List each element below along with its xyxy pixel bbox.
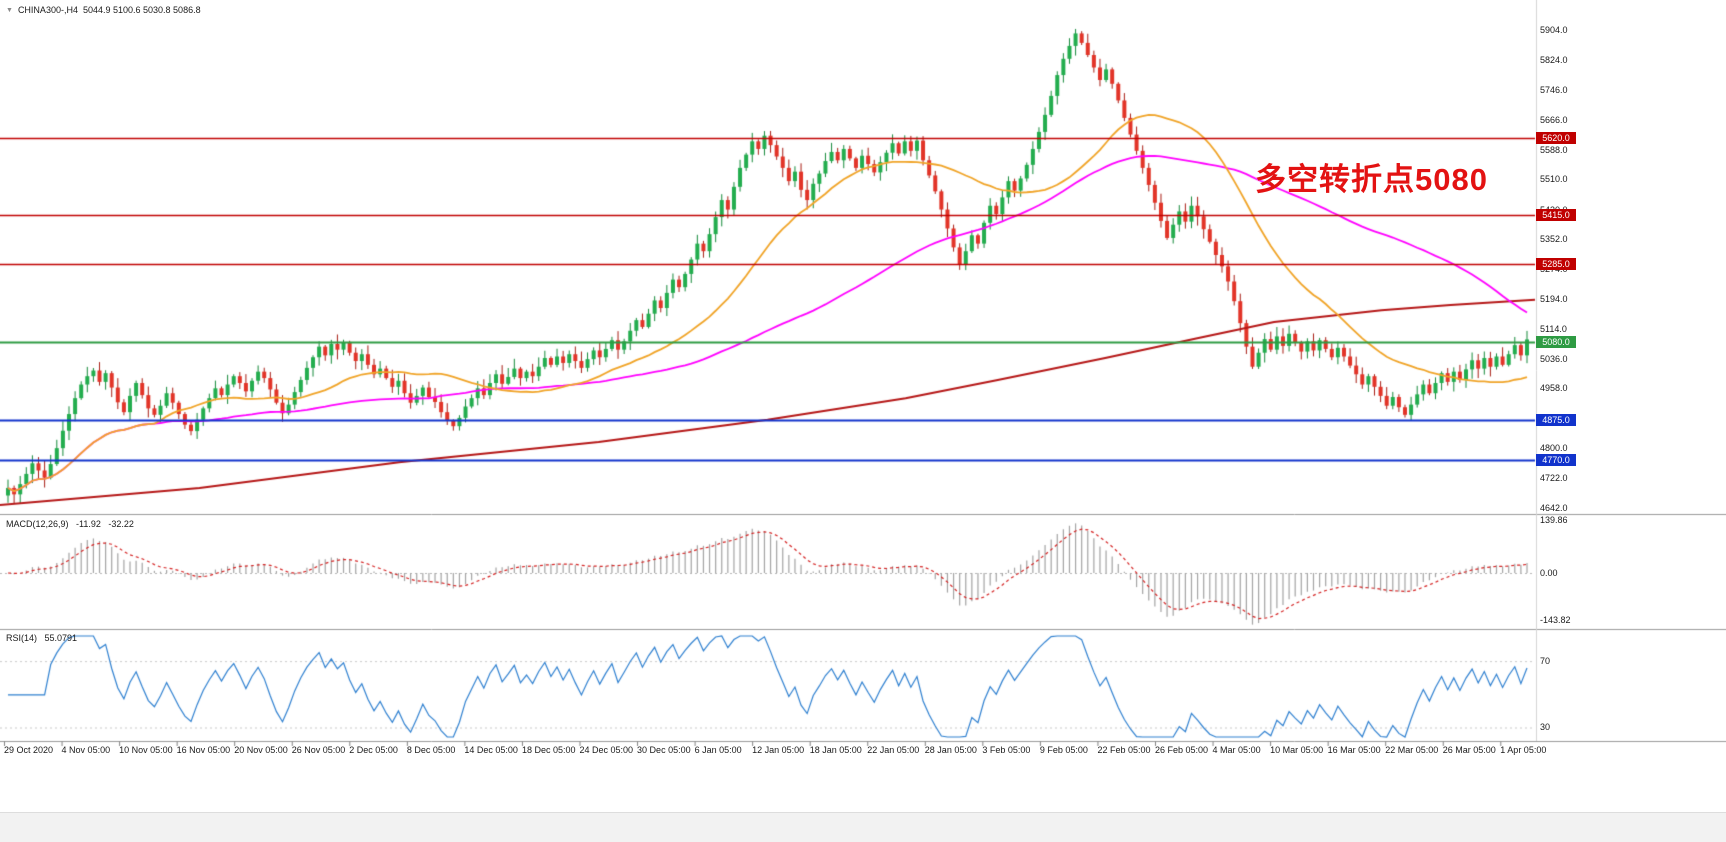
annotation-text: 多空转折点5080 — [1255, 162, 1488, 197]
x-axis-label: 24 Dec 05:00 — [579, 745, 634, 755]
price-tick-label: 5194.0 — [1540, 293, 1568, 304]
x-axis-label: 8 Dec 05:00 — [406, 745, 456, 755]
x-axis-label: 6 Jan 05:00 — [694, 745, 742, 755]
price-level-label: 5415.0 — [1536, 209, 1576, 222]
macd-axis-max: 139.86 — [1540, 515, 1568, 525]
price-level-label: 5285.0 — [1536, 258, 1576, 271]
price-tick-label: 5588.0 — [1540, 144, 1568, 155]
x-axis-label: 16 Mar 05:00 — [1327, 745, 1381, 755]
price-tick-label: 5352.0 — [1540, 234, 1568, 245]
x-axis-label: 3 Feb 05:00 — [982, 745, 1031, 755]
x-axis-label: 14 Dec 05:00 — [464, 745, 518, 755]
macd-indicator-label: MACD(12,26,9) -11.92 -32.22 — [6, 519, 139, 529]
macd-main-value: -11.92 — [76, 519, 101, 529]
macd-name: MACD(12,26,9) — [6, 519, 69, 529]
x-axis-label: 2 Dec 05:00 — [349, 745, 398, 755]
x-axis-label: 26 Feb 05:00 — [1155, 745, 1209, 755]
price-tick-label: 5746.0 — [1540, 84, 1568, 95]
price-tick-label: 5666.0 — [1540, 115, 1568, 126]
price-tick-label: 4642.0 — [1540, 503, 1568, 513]
price-tick-label: 5904.0 — [1540, 25, 1568, 35]
x-axis-label: 10 Nov 05:00 — [119, 745, 173, 755]
window-bottom-strip — [0, 812, 1726, 842]
symbol-period-label: CHINA300-,H4 — [17, 5, 78, 15]
price-tick-label: 5510.0 — [1540, 174, 1568, 185]
x-axis-label: 4 Mar 05:00 — [1212, 745, 1261, 755]
price-tick-label: 4958.0 — [1540, 383, 1568, 394]
price-tick-label: 5036.0 — [1540, 353, 1568, 364]
x-axis-label: 12 Jan 05:00 — [752, 745, 805, 755]
rsi-axis-70: 70 — [1540, 656, 1551, 666]
ohlc-values: 5044.9 5100.6 5030.8 5086.8 — [82, 5, 201, 15]
x-axis-label: 30 Dec 05:00 — [637, 745, 691, 755]
price-level-label: 5080.0 — [1536, 336, 1576, 349]
x-axis-label: 18 Dec 05:00 — [521, 745, 576, 755]
macd-axis-min: -143.82 — [1540, 615, 1571, 625]
price-tick-label: 4800.0 — [1540, 443, 1568, 454]
x-axis-label: 10 Mar 05:00 — [1270, 745, 1324, 755]
x-axis-label: 16 Nov 05:00 — [176, 745, 231, 755]
x-axis-label: 26 Mar 05:00 — [1442, 745, 1496, 755]
price-tick-label: 5114.0 — [1540, 324, 1567, 335]
rsi-indicator-label: RSI(14) 55.0791 — [6, 633, 82, 643]
symbol-dropdown-icon[interactable]: ▼ — [6, 6, 13, 14]
x-axis-label: 28 Jan 05:00 — [924, 745, 977, 755]
macd-axis-zero: 0.00 — [1540, 568, 1558, 578]
price-tick-label: 5824.0 — [1540, 55, 1568, 66]
macd-signal-value: -32.22 — [108, 519, 134, 529]
x-axis-label: 22 Mar 05:00 — [1385, 745, 1439, 755]
rsi-value: 55.0791 — [44, 633, 78, 643]
price-level-label: 5620.0 — [1536, 131, 1576, 144]
x-axis-label: 9 Feb 05:00 — [1039, 745, 1088, 755]
rsi-name: RSI(14) — [6, 633, 38, 643]
x-axis-label: 22 Jan 05:00 — [867, 745, 920, 755]
x-axis-label: 29 Oct 2020 — [4, 745, 54, 755]
x-axis-label: 26 Nov 05:00 — [291, 745, 346, 755]
rsi-axis-30: 30 — [1540, 722, 1551, 732]
chart-title: ▼ CHINA300-,H4 5044.9 5100.6 5030.8 5086… — [6, 5, 201, 15]
x-axis-label: 18 Jan 05:00 — [809, 745, 862, 755]
x-axis-label: 22 Feb 05:00 — [1097, 745, 1151, 755]
price-tick-label: 4722.0 — [1540, 472, 1568, 483]
price-level-label: 4875.0 — [1536, 413, 1576, 426]
x-axis-label: 20 Nov 05:00 — [234, 745, 288, 755]
price-level-label: 4770.0 — [1536, 453, 1576, 466]
x-axis-label: 4 Nov 05:00 — [61, 745, 111, 755]
x-axis-label: 1 Apr 05:00 — [1500, 745, 1547, 755]
